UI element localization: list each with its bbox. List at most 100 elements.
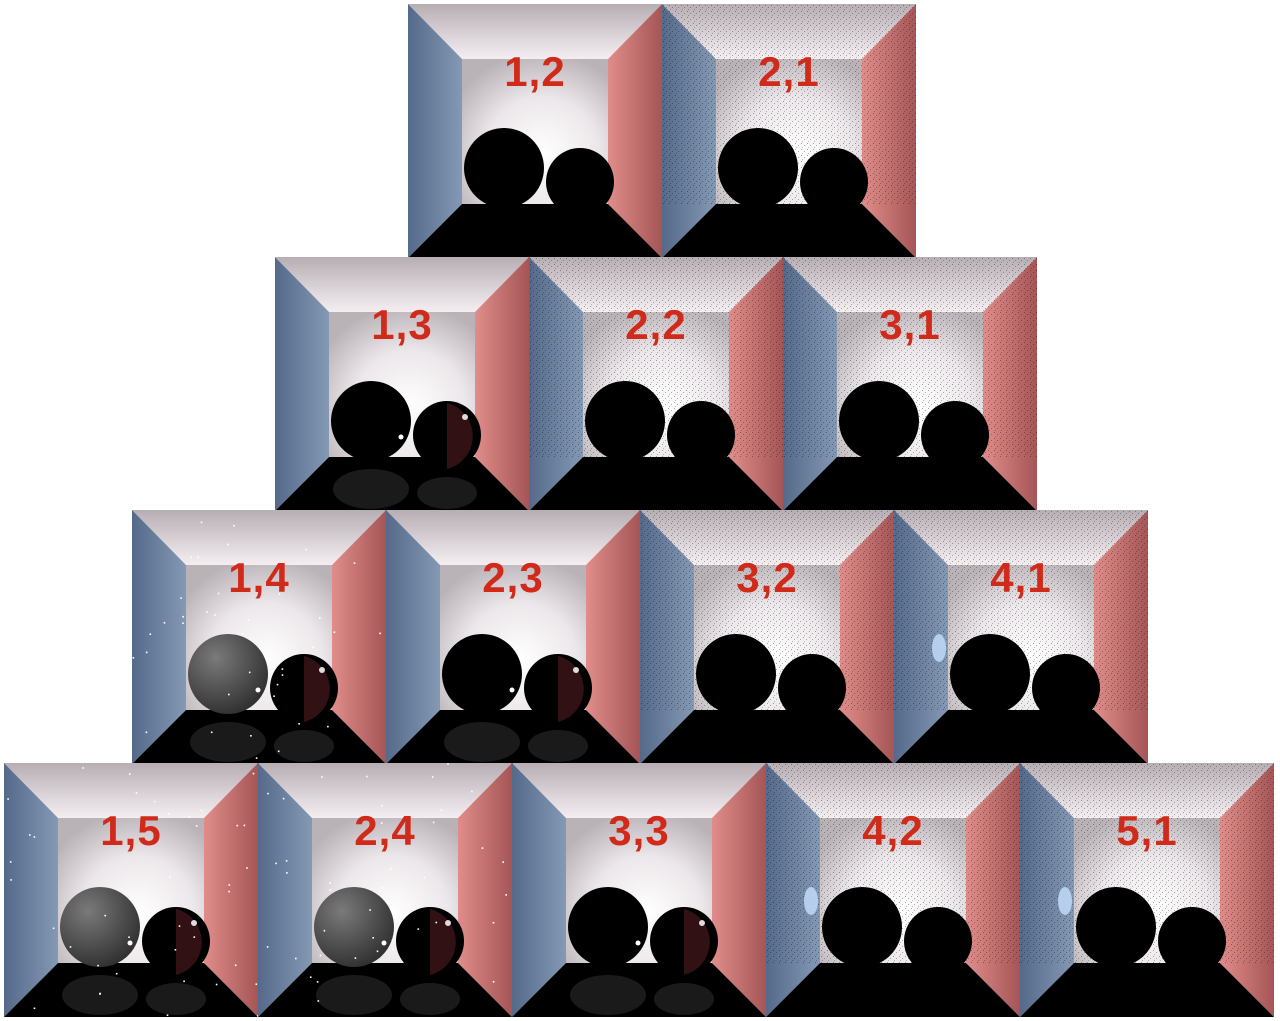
specular-highlight (398, 434, 404, 440)
right-wall (586, 510, 640, 764)
sparkle-dot (447, 763, 449, 765)
render-scene (1020, 763, 1274, 1017)
sparkle-dot (440, 809, 443, 811)
large-sphere (464, 128, 544, 208)
small-sphere (904, 907, 972, 975)
large-sphere (442, 634, 522, 714)
caustic-spot (1058, 887, 1072, 915)
large-sphere-reflection (190, 722, 266, 762)
large-sphere (839, 381, 919, 461)
sparkle-dot (316, 981, 319, 983)
render-tile: 1,5 (4, 763, 258, 1017)
render-scene (766, 763, 1020, 1017)
render-tile: 2,2 (529, 257, 783, 511)
ceiling (275, 257, 529, 312)
large-sphere (950, 634, 1030, 714)
specular-highlight (635, 940, 641, 946)
sparkle-dot (104, 914, 106, 917)
left-wall (132, 510, 186, 764)
sparkle-dot (471, 790, 473, 793)
small-sphere-reflection (274, 730, 334, 762)
right-wall (332, 510, 386, 764)
render-scene (275, 257, 529, 511)
sparkle-dot (379, 632, 381, 635)
sparkle-dot (281, 674, 284, 676)
sparkle-dot (381, 886, 384, 889)
sparkle-dot (10, 879, 12, 881)
sparkle-dot (390, 867, 393, 870)
tile-label: 3,1 (879, 301, 941, 348)
render-tile: 3,1 (783, 257, 1037, 511)
sparkle-dot (381, 804, 383, 807)
small-sphere (1158, 907, 1226, 975)
sparkle-dot (241, 633, 244, 635)
sparkle-dot (236, 565, 239, 568)
sparkle-dot (273, 695, 275, 697)
sparkle-dot (115, 972, 118, 975)
sparkle-dot (417, 928, 420, 930)
small-sphere (778, 654, 846, 722)
sparkle-dot (285, 860, 288, 862)
sparkle-dot (228, 890, 230, 893)
sparkle-dot (319, 954, 322, 957)
sparkle-dot (200, 809, 203, 812)
large-sphere-reflection (570, 975, 646, 1015)
large-sphere (696, 634, 776, 714)
sparkle-dot (278, 593, 281, 595)
left-wall (258, 763, 312, 1017)
sparkle-dot (255, 757, 258, 759)
sparkle-dot (246, 867, 248, 869)
tile-label: 4,1 (990, 554, 1052, 601)
render-scene (4, 763, 258, 1017)
sparkle-dot (333, 631, 336, 633)
sparkle-dot (260, 641, 262, 643)
render-tile: 2,1 (662, 4, 916, 258)
specular-highlight (319, 667, 325, 673)
sparkle-dot (391, 939, 394, 942)
render-scene (408, 4, 662, 258)
large-sphere (314, 887, 394, 967)
sparkle-dot (82, 767, 84, 769)
ceiling (512, 763, 766, 818)
right-wall (458, 763, 512, 1017)
small-sphere-reflection (528, 730, 588, 762)
small-sphere-reflection (146, 983, 206, 1015)
sparkle-dot (295, 957, 297, 960)
caustic-spot (804, 887, 818, 915)
tile-label: 1,4 (228, 554, 290, 601)
large-sphere (60, 887, 140, 967)
small-sphere (800, 148, 868, 216)
right-wall (712, 763, 766, 1017)
tile-label: 1,3 (371, 301, 433, 348)
sparkle-dot (366, 775, 368, 778)
specular-highlight (573, 667, 579, 673)
render-scene (894, 510, 1148, 764)
sparkle-dot (9, 861, 12, 863)
right-wall (475, 257, 529, 511)
sparkle-noise (266, 763, 507, 1002)
sparkle-dot (492, 981, 495, 983)
sparkle-dot (149, 633, 152, 635)
sparkle-dot (144, 820, 147, 822)
large-sphere-reflection (333, 469, 409, 509)
small-sphere-reflection (417, 477, 477, 509)
tile-label: 3,2 (736, 554, 798, 601)
sparkle-dot (195, 825, 198, 827)
ceiling (132, 510, 386, 565)
sparkle-dot (372, 937, 374, 939)
sparkle-dot (432, 821, 435, 824)
caustic-spot (932, 634, 946, 662)
sparkle-dot (128, 936, 130, 938)
sparkle-dot (435, 921, 438, 924)
sparkle-dot (309, 976, 312, 978)
sparkle-dot (319, 617, 321, 619)
sparkle-dot (217, 592, 220, 595)
ceiling (386, 510, 640, 565)
render-tile: 2,3 (386, 510, 640, 764)
render-tile: 4,2 (766, 763, 1020, 1017)
sparkle-dot (276, 683, 279, 686)
render-tile: 4,1 (894, 510, 1148, 764)
sparkle-dot (250, 735, 252, 737)
right-wall (608, 4, 662, 258)
